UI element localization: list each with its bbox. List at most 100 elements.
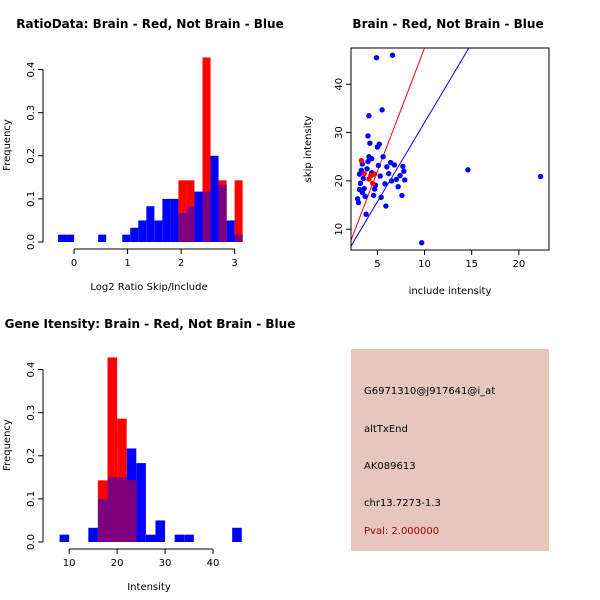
x-tick-label: 0 bbox=[71, 258, 77, 269]
bar-not-brain bbox=[146, 206, 155, 242]
bar-brain bbox=[107, 357, 118, 542]
point-not-brain bbox=[363, 211, 369, 217]
point-not-brain bbox=[373, 54, 380, 61]
y-tick-label: 0.1 bbox=[26, 191, 37, 207]
bar-not-brain bbox=[98, 234, 107, 242]
x-tick-label: 3 bbox=[231, 258, 237, 269]
bar-not-brain bbox=[210, 155, 219, 242]
bar-not-brain bbox=[232, 527, 242, 542]
point-not-brain bbox=[382, 181, 388, 187]
gene-info-box: G6971310@J917641@i_at altTxEnd AK089613 … bbox=[351, 349, 549, 551]
point-not-brain bbox=[395, 183, 401, 190]
point-not-brain bbox=[365, 133, 371, 139]
reference-line-blue bbox=[351, 48, 470, 247]
point-not-brain bbox=[375, 162, 382, 169]
y-tick-label: 40 bbox=[334, 78, 345, 91]
bar-not-brain bbox=[138, 220, 147, 242]
chart-title: Gene Itensity: Brain - Red, Not Brain - … bbox=[5, 317, 296, 331]
chart-title: Brain - Red, Not Brain - Blue bbox=[352, 17, 543, 31]
point-not-brain bbox=[397, 172, 403, 179]
x-tick-label: 10 bbox=[418, 259, 431, 270]
bar-not-brain bbox=[122, 234, 131, 242]
x-tick-label: 30 bbox=[159, 558, 172, 569]
event-type: altTxEnd bbox=[364, 424, 408, 435]
genomic-location: chr13.7273-1.3 bbox=[364, 498, 441, 509]
p-value: Pval: 2.000000 bbox=[364, 526, 440, 537]
bar-overlap bbox=[234, 234, 243, 242]
bar-not-brain bbox=[136, 463, 146, 542]
point-brain bbox=[369, 180, 376, 187]
x-axis-label: include intensity bbox=[409, 286, 492, 297]
bar-not-brain bbox=[66, 234, 75, 242]
x-tick-label: 1 bbox=[124, 258, 130, 269]
scatter-plot-area bbox=[351, 48, 544, 247]
y-tick-label: 0.2 bbox=[26, 148, 37, 164]
point-brain bbox=[371, 171, 378, 177]
bar-brain bbox=[202, 57, 211, 243]
y-tick-label: 0.0 bbox=[26, 234, 37, 250]
point-not-brain bbox=[402, 177, 408, 183]
x-tick-label: 2 bbox=[178, 258, 184, 269]
x-tick-label: 20 bbox=[512, 259, 525, 270]
point-not-brain bbox=[384, 164, 390, 170]
point-not-brain bbox=[388, 178, 395, 184]
y-axis-label: Frequency bbox=[2, 419, 13, 471]
point-not-brain bbox=[419, 240, 425, 246]
bar-overlap bbox=[126, 480, 137, 542]
point-not-brain bbox=[379, 107, 385, 113]
point-not-brain bbox=[537, 173, 544, 180]
point-not-brain bbox=[383, 203, 389, 209]
bar-not-brain bbox=[154, 220, 163, 242]
bar-brain bbox=[178, 180, 187, 242]
bar-not-brain bbox=[162, 198, 171, 242]
y-tick-label: 0.4 bbox=[26, 62, 37, 78]
point-brain bbox=[361, 170, 367, 177]
point-not-brain bbox=[400, 163, 406, 170]
point-not-brain bbox=[377, 173, 383, 179]
point-not-brain bbox=[376, 141, 382, 147]
x-tick-label: 20 bbox=[111, 558, 124, 569]
y-axis-label: Frequency bbox=[2, 119, 13, 171]
point-not-brain bbox=[399, 192, 405, 199]
point-not-brain bbox=[355, 199, 362, 206]
point-not-brain bbox=[365, 158, 371, 165]
point-not-brain bbox=[367, 140, 373, 146]
bar-overlap bbox=[202, 191, 211, 242]
bar-not-brain bbox=[194, 191, 203, 242]
bar-not-brain bbox=[145, 534, 156, 542]
point-not-brain bbox=[366, 112, 372, 119]
y-axis-label: skip intensity bbox=[303, 116, 314, 183]
chart-panel-3: Gene Itensity: Brain - Red, Not Brain - … bbox=[2, 317, 295, 593]
bar-overlap bbox=[186, 206, 195, 242]
x-axis-label: Log2 Ratio Skip/Include bbox=[90, 282, 207, 293]
point-not-brain bbox=[362, 193, 368, 200]
point-brain bbox=[366, 176, 372, 182]
bar-overlap bbox=[178, 213, 187, 242]
accession-id: AK089613 bbox=[364, 461, 416, 472]
point-not-brain bbox=[393, 176, 399, 183]
x-tick-label: 10 bbox=[63, 558, 76, 569]
point-not-brain bbox=[356, 171, 363, 177]
bar-not-brain bbox=[226, 220, 235, 242]
chart-title: RatioData: Brain - Red, Not Brain - Blue bbox=[16, 17, 283, 31]
y-tick-label: 0.3 bbox=[26, 105, 37, 121]
y-tick-label: 0.0 bbox=[26, 534, 37, 550]
point-not-brain bbox=[359, 189, 366, 196]
bar-not-brain bbox=[130, 227, 139, 242]
bar-overlap bbox=[107, 477, 118, 542]
bar-not-brain bbox=[170, 198, 179, 242]
bar-overlap bbox=[97, 498, 108, 542]
point-not-brain bbox=[357, 180, 364, 187]
point-not-brain bbox=[401, 168, 407, 174]
point-not-brain bbox=[391, 162, 398, 168]
point-not-brain bbox=[360, 175, 366, 182]
point-not-brain bbox=[380, 154, 386, 160]
x-axis-label: Intensity bbox=[127, 582, 171, 593]
y-tick-label: 0.4 bbox=[26, 362, 37, 378]
x-tick-label: 5 bbox=[374, 259, 380, 270]
point-not-brain bbox=[369, 155, 375, 162]
chart-panel-2: Brain - Red, Not Brain - Blue 5 10 15 20 10 20… bbox=[303, 17, 550, 297]
plot-frame bbox=[350, 47, 550, 251]
bar-not-brain bbox=[155, 520, 166, 542]
y-tick-label: 0.3 bbox=[26, 405, 37, 421]
